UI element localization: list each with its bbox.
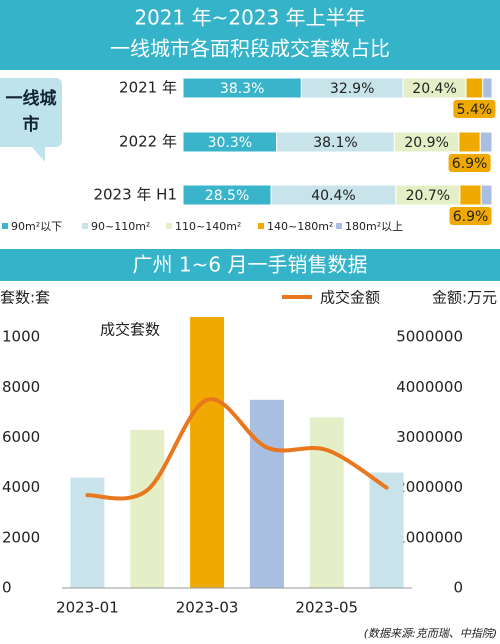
y-axis-label: 套数:套 xyxy=(0,289,50,307)
legend-swatch xyxy=(336,223,342,229)
source: (数据来源:克而瑞、中指院) xyxy=(364,627,497,640)
category-label: 2022 年 xyxy=(119,133,177,151)
data-label: 5.4% xyxy=(457,102,493,118)
data-label: 6.9% xyxy=(453,209,489,225)
section-band xyxy=(0,249,500,281)
data-label: 32.9% xyxy=(330,81,374,97)
y2-tick-label: 3000000 xyxy=(396,428,463,446)
data-label: 30.3% xyxy=(208,135,252,151)
chart-title: 2021 年~2023 年上半年 xyxy=(134,6,365,30)
y2-tick-label: 4000000 xyxy=(396,378,463,396)
bar-segment xyxy=(465,77,484,99)
bar-segment xyxy=(479,131,493,153)
line xyxy=(85,397,389,501)
y2-tick-label: 2000000 xyxy=(396,478,463,496)
legend-label: 90m²以下 xyxy=(11,220,62,233)
legend-label: 110~140m² xyxy=(175,220,241,233)
y2-axis-label: 金额:万元 xyxy=(432,289,497,307)
data-label: 38.1% xyxy=(313,135,357,151)
y-tick-label: 4000 xyxy=(2,478,40,496)
category-label: 2021 年 xyxy=(119,79,177,97)
bar-segment xyxy=(458,131,481,153)
chart-title: 一线城市各面积段成交套数占比 xyxy=(110,37,390,61)
bar xyxy=(249,399,284,588)
label-box xyxy=(449,207,492,225)
legend-swatch xyxy=(2,223,8,229)
chart-title: 广州 1~6 月一手销售数据 xyxy=(133,253,368,277)
data-label: 28.5% xyxy=(205,188,249,204)
legend-label: 90~110m² xyxy=(91,220,150,233)
legend-swatch xyxy=(166,223,172,229)
data-label: 38.3% xyxy=(220,81,264,97)
category-label: 2023 年 H1 xyxy=(93,186,177,204)
y-tick-label: 1000 xyxy=(2,328,40,346)
data-label: 20.4% xyxy=(412,81,456,97)
y-tick-label: 8000 xyxy=(2,378,40,396)
data-label: 20.9% xyxy=(404,135,448,151)
legend-swatch xyxy=(82,223,88,229)
bar-segment xyxy=(480,184,493,206)
y2-tick-label: 1000000 xyxy=(396,528,463,546)
label-box xyxy=(448,154,491,172)
tag-box: 一线城市 xyxy=(5,89,57,135)
label-box xyxy=(453,100,496,118)
y-tick-label: 0 xyxy=(2,579,12,597)
tag-text: 一线城市 xyxy=(5,89,57,135)
legend-label: 140~180m² xyxy=(267,220,333,233)
x-tick-label: 2023-01 xyxy=(56,599,119,617)
legend-label: 成交金额 xyxy=(320,289,380,307)
annotation: 成交套数 xyxy=(100,321,160,339)
y-tick-label: 6000 xyxy=(2,428,40,446)
x-tick-label: 2023-05 xyxy=(295,599,358,617)
legend-swatch xyxy=(258,223,264,229)
legend-label: 180m²以上 xyxy=(345,220,403,233)
x-tick-label: 2023-03 xyxy=(176,599,239,617)
bar xyxy=(130,429,165,588)
bar-segment xyxy=(482,77,493,99)
header-band xyxy=(0,0,500,70)
bar xyxy=(369,472,404,588)
bar xyxy=(309,417,344,588)
data-label: 6.9% xyxy=(452,156,488,172)
bar-segment xyxy=(459,184,482,206)
data-label: 20.7% xyxy=(406,188,450,204)
data-label: 40.4% xyxy=(311,188,355,204)
bar xyxy=(190,317,225,588)
y-tick-label: 2000 xyxy=(2,528,40,546)
tag-shape xyxy=(0,78,62,162)
y2-tick-label: 5000000 xyxy=(396,328,463,346)
y2-tick-label: 0 xyxy=(453,579,463,597)
